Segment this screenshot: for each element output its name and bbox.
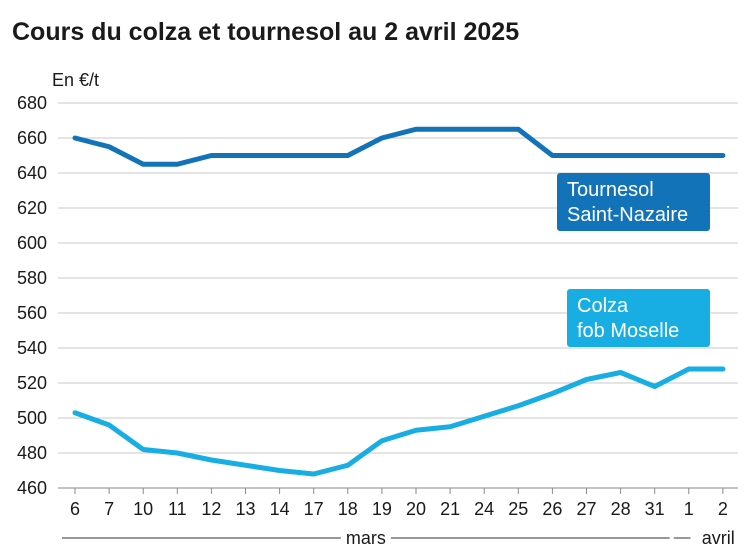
x-axis: 6 7 10 11 12 13 14 17 18 19 20 21 24 25 26 27 28 31 1 2 — [70, 488, 728, 519]
x-tick-label: 6 — [70, 499, 80, 519]
x-tick-label: 18 — [338, 499, 358, 519]
y-tick-label: 560 — [17, 303, 47, 323]
x-tick-label: 19 — [372, 499, 392, 519]
x-tick-label: 2 — [718, 499, 728, 519]
x-tick-label: 11 — [168, 499, 187, 519]
series-label-text: Tournesol — [567, 179, 654, 201]
x-tick-label: 14 — [270, 499, 290, 519]
month-label: avril — [702, 528, 735, 548]
series-label-text: fob Moselle — [577, 320, 679, 342]
x-tick-label: 13 — [235, 499, 255, 519]
series-line — [72, 366, 726, 477]
x-tick-label: 26 — [542, 499, 562, 519]
y-tick-label: 460 — [17, 478, 47, 498]
month-label: mars — [346, 528, 386, 548]
y-tick-label: 600 — [17, 233, 47, 253]
series-labels: Tournesol Saint-Nazaire Colza fob Moselle — [557, 173, 710, 347]
x-tick-label: 21 — [440, 499, 460, 519]
chart-title: Cours du colza et tournesol au 2 avril 2… — [12, 18, 519, 46]
y-tick-label: 680 — [17, 93, 47, 113]
x-tick-label: 27 — [576, 499, 596, 519]
series-label-box — [567, 289, 710, 347]
y-tick-label: 640 — [17, 163, 47, 183]
y-tick-label: 540 — [17, 338, 47, 358]
x-tick-label: 24 — [474, 499, 494, 519]
x-tick-label: 20 — [406, 499, 426, 519]
y-tick-label: 620 — [17, 198, 47, 218]
y-tick-label: 500 — [17, 408, 47, 428]
x-tick-label: 12 — [201, 499, 221, 519]
x-tick-label: 17 — [304, 499, 324, 519]
series-line — [72, 126, 726, 167]
month-axis: mars avril — [62, 528, 735, 548]
series-label-box — [557, 173, 710, 231]
y-tick-label: 480 — [17, 443, 47, 463]
series — [72, 126, 726, 477]
x-tick-label: 1 — [684, 499, 694, 519]
x-tick-label: 25 — [508, 499, 528, 519]
series-label-text: Colza — [577, 295, 629, 317]
y-axis-unit: En €/t — [52, 70, 99, 90]
x-tick-label: 10 — [133, 499, 153, 519]
x-tick-label: 31 — [645, 499, 665, 519]
x-tick-label: 28 — [611, 499, 631, 519]
y-tick-label: 520 — [17, 373, 47, 393]
y-tick-label: 660 — [17, 128, 47, 148]
y-tick-label: 580 — [17, 268, 47, 288]
y-axis: 460 480 500 520 540 560 580 600 620 640 660 680 — [17, 93, 47, 498]
grid — [58, 102, 738, 489]
x-tick-label: 7 — [104, 499, 114, 519]
series-label-text: Saint-Nazaire — [567, 204, 688, 226]
